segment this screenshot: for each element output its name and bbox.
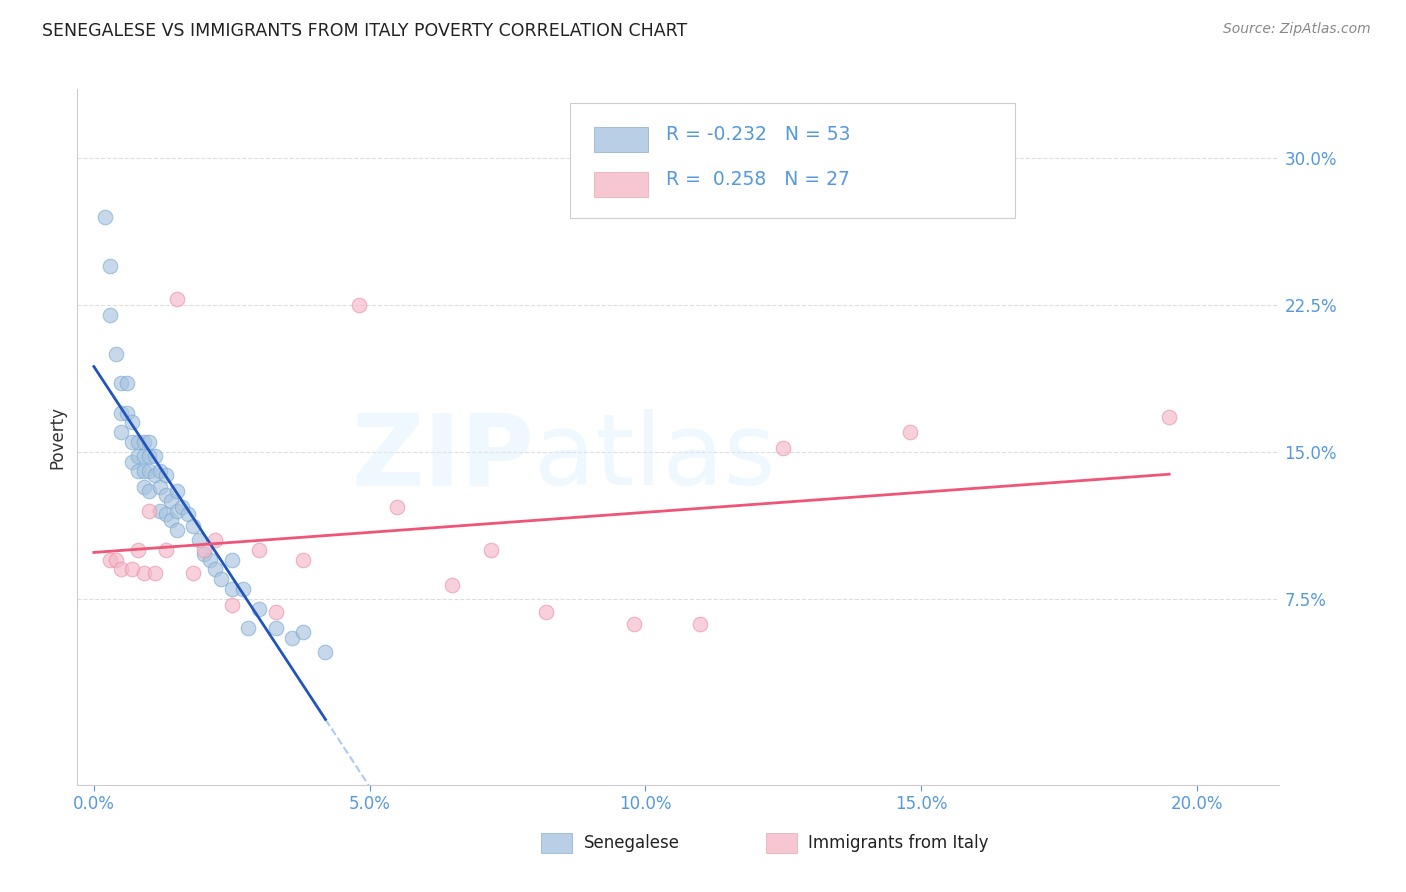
Point bbox=[232, 582, 254, 596]
Text: Senegalese: Senegalese bbox=[583, 834, 679, 852]
Point bbox=[181, 519, 204, 533]
Point bbox=[689, 617, 711, 632]
Point bbox=[100, 259, 122, 273]
Point bbox=[160, 493, 183, 508]
Point bbox=[149, 503, 172, 517]
Point bbox=[1159, 409, 1181, 424]
Y-axis label: Poverty: Poverty bbox=[48, 406, 66, 468]
Point bbox=[238, 621, 260, 635]
Point bbox=[193, 542, 215, 557]
Point bbox=[143, 449, 166, 463]
Text: atlas: atlas bbox=[534, 409, 776, 507]
Point bbox=[127, 449, 149, 463]
Point bbox=[100, 308, 122, 322]
Point bbox=[247, 601, 270, 615]
Point bbox=[166, 292, 188, 306]
Point bbox=[155, 488, 177, 502]
Point bbox=[221, 582, 243, 596]
Point bbox=[441, 578, 464, 592]
Point bbox=[110, 406, 132, 420]
Point bbox=[187, 533, 209, 547]
Point bbox=[121, 416, 143, 430]
Point bbox=[138, 464, 160, 478]
Point bbox=[121, 434, 143, 449]
Bar bbox=[595, 127, 648, 152]
Point bbox=[898, 425, 921, 440]
Point bbox=[155, 508, 177, 522]
Point bbox=[149, 480, 172, 494]
Point bbox=[264, 606, 287, 620]
Point bbox=[221, 552, 243, 566]
Point bbox=[100, 552, 122, 566]
Point bbox=[110, 562, 132, 576]
Point bbox=[132, 449, 155, 463]
Point bbox=[221, 598, 243, 612]
Point bbox=[772, 441, 794, 455]
Point bbox=[204, 562, 226, 576]
Point bbox=[181, 566, 204, 581]
Point bbox=[110, 376, 132, 391]
Point bbox=[132, 464, 155, 478]
Point bbox=[166, 503, 188, 517]
Point bbox=[479, 542, 502, 557]
FancyBboxPatch shape bbox=[571, 103, 1015, 218]
Point bbox=[138, 483, 160, 498]
Point bbox=[121, 454, 143, 468]
Point bbox=[198, 552, 221, 566]
Point bbox=[104, 347, 127, 361]
Point bbox=[138, 449, 160, 463]
Point bbox=[94, 210, 117, 224]
Point bbox=[292, 625, 315, 640]
Text: ZIP: ZIP bbox=[352, 409, 534, 507]
Point bbox=[138, 503, 160, 517]
Text: Source: ZipAtlas.com: Source: ZipAtlas.com bbox=[1223, 22, 1371, 37]
Point bbox=[314, 645, 336, 659]
Point bbox=[149, 464, 172, 478]
Text: SENEGALESE VS IMMIGRANTS FROM ITALY POVERTY CORRELATION CHART: SENEGALESE VS IMMIGRANTS FROM ITALY POVE… bbox=[42, 22, 688, 40]
Point bbox=[264, 621, 287, 635]
Point bbox=[127, 542, 149, 557]
Point bbox=[160, 513, 183, 527]
Point bbox=[292, 552, 315, 566]
Point bbox=[132, 566, 155, 581]
Point bbox=[121, 562, 143, 576]
Point bbox=[623, 617, 645, 632]
Point bbox=[110, 425, 132, 440]
Text: R =  0.258   N = 27: R = 0.258 N = 27 bbox=[666, 170, 851, 189]
Point bbox=[385, 500, 408, 514]
Text: Immigrants from Italy: Immigrants from Italy bbox=[808, 834, 988, 852]
Point bbox=[166, 483, 188, 498]
Point bbox=[132, 480, 155, 494]
Point bbox=[115, 406, 138, 420]
Point bbox=[247, 542, 270, 557]
Point bbox=[155, 542, 177, 557]
Point bbox=[138, 434, 160, 449]
Point bbox=[166, 523, 188, 537]
Point bbox=[127, 434, 149, 449]
Point bbox=[143, 468, 166, 483]
Point bbox=[176, 508, 198, 522]
Point bbox=[115, 376, 138, 391]
Point bbox=[143, 566, 166, 581]
Bar bbox=[595, 172, 648, 197]
Point bbox=[347, 298, 370, 312]
Point bbox=[534, 606, 557, 620]
Point bbox=[104, 552, 127, 566]
Point bbox=[132, 434, 155, 449]
Point bbox=[204, 533, 226, 547]
Point bbox=[155, 468, 177, 483]
Point bbox=[172, 500, 194, 514]
Text: R = -0.232   N = 53: R = -0.232 N = 53 bbox=[666, 125, 851, 144]
Point bbox=[127, 464, 149, 478]
Point bbox=[281, 631, 304, 645]
Point bbox=[209, 572, 232, 586]
Point bbox=[193, 547, 215, 561]
